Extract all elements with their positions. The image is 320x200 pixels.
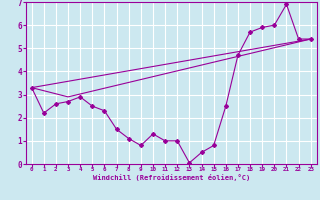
X-axis label: Windchill (Refroidissement éolien,°C): Windchill (Refroidissement éolien,°C) — [92, 174, 250, 181]
